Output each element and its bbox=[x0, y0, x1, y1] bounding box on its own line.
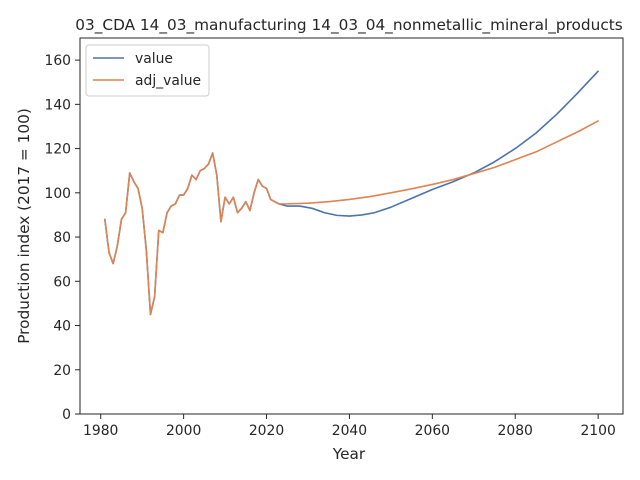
x-axis: 1980 2000 2020 2040 2060 2080 2100 bbox=[83, 414, 616, 439]
x-tick-label: 2000 bbox=[166, 423, 201, 439]
y-tick-label: 80 bbox=[53, 230, 71, 246]
series-layer bbox=[104, 70, 599, 316]
y-axis: 0 20 40 60 80 100 120 140 160 bbox=[44, 53, 80, 423]
y-axis-label: Production index (2017 = 100) bbox=[15, 108, 33, 344]
x-tick-label: 2100 bbox=[580, 423, 615, 439]
y-tick-label: 140 bbox=[44, 97, 71, 113]
y-tick-label: 0 bbox=[62, 407, 71, 423]
y-tick-label: 60 bbox=[53, 274, 71, 290]
x-tick-label: 2040 bbox=[332, 423, 367, 439]
x-tick-label: 2080 bbox=[498, 423, 533, 439]
chart-title: 03_CDA 14_03_manufacturing 14_03_04_nonm… bbox=[75, 16, 622, 35]
y-tick-label: 160 bbox=[44, 53, 71, 69]
legend-label-adj-value: adj_value bbox=[135, 73, 201, 89]
x-tick-label: 2020 bbox=[249, 423, 284, 439]
series-line-adj-value bbox=[104, 120, 599, 316]
x-axis-label: Year bbox=[332, 445, 366, 463]
legend: value adj_value bbox=[85, 44, 210, 97]
y-tick-label: 120 bbox=[44, 142, 71, 158]
y-tick-label: 100 bbox=[44, 186, 71, 202]
y-tick-label: 20 bbox=[53, 363, 71, 379]
x-tick-label: 2060 bbox=[415, 423, 450, 439]
x-tick-label: 1980 bbox=[83, 423, 118, 439]
legend-label-value: value bbox=[135, 51, 173, 67]
plot-frame bbox=[79, 37, 624, 415]
y-tick-label: 40 bbox=[53, 319, 71, 335]
